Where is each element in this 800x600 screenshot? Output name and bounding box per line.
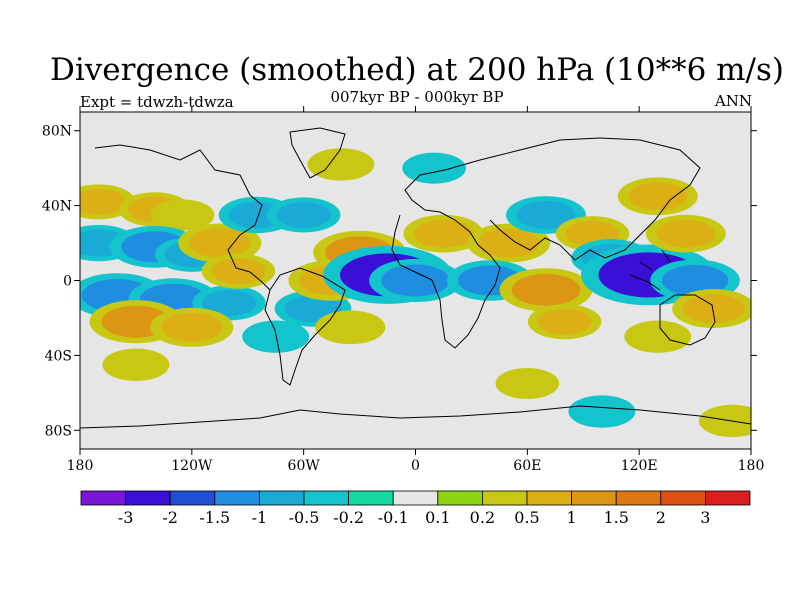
colorbar-label: -0.1 (378, 508, 409, 527)
divergence-contour (661, 265, 729, 296)
coastline-north-america (94, 144, 271, 291)
colorbar-swatch (660, 490, 706, 506)
divergence-contour (628, 182, 688, 211)
colorbar-label: 0.5 (514, 508, 539, 527)
divergence-contour (410, 156, 458, 180)
divergence-contour (211, 258, 266, 285)
coastline-australia (659, 294, 716, 346)
colorbar-swatch (392, 490, 439, 506)
colorbar-swatch (571, 490, 617, 506)
coastline-south-america (264, 267, 346, 386)
divergence-contour (381, 264, 450, 297)
colorbar-swatch (125, 490, 171, 506)
divergence-contour (161, 312, 223, 342)
y-tick-label: 40N (42, 199, 72, 215)
divergence-contour (682, 294, 745, 324)
coastline-greenland (289, 127, 346, 179)
colorbar-swatch (169, 490, 216, 506)
colorbar-swatch (258, 490, 305, 506)
divergence-contour (111, 352, 161, 377)
divergence-contour (503, 371, 551, 395)
colorbar-label: -0.5 (289, 508, 320, 527)
divergence-contour (477, 228, 540, 258)
divergence-contour (276, 201, 331, 228)
colorbar-swatch (80, 490, 126, 506)
y-tick-label: 0 (63, 274, 72, 290)
x-tick-label: 60W (288, 458, 321, 474)
colorbar-label: -3 (118, 508, 134, 527)
x-tick-label: 120W (171, 458, 213, 474)
y-tick-label: 40S (45, 348, 72, 364)
chart-title: Divergence (smoothed) at 200 hPa (10**6 … (50, 52, 784, 88)
divergence-contour (201, 289, 257, 316)
coastline-asia (444, 137, 701, 261)
colorbar-swatch (705, 490, 751, 506)
divergence-contour (633, 324, 683, 349)
divergence-contour (188, 228, 251, 258)
coastline-europe-africa (391, 169, 501, 349)
divergence-contour (413, 219, 474, 248)
colorbar-label: 2 (656, 508, 666, 527)
colorbar-label: -2 (162, 508, 178, 527)
colorbar-swatch (481, 490, 528, 506)
divergence-contour (577, 399, 627, 424)
divergence-contour (324, 314, 377, 340)
divergence-contour (80, 188, 126, 215)
coastline-antarctica (80, 405, 751, 429)
season-label: ANN (714, 92, 752, 110)
x-tick-label: 180 (738, 458, 765, 474)
x-tick-label: 120E (621, 458, 658, 474)
divergence-contour (250, 324, 301, 349)
colorbar-swatch (615, 490, 662, 506)
colorbar-label: 3 (700, 508, 710, 527)
divergence-contour (656, 219, 716, 248)
colorbar-swatch (348, 490, 394, 506)
experiment-label: Expt = tdwzh-tdwza (80, 93, 234, 111)
divergence-contour (316, 152, 366, 177)
divergence-contour (537, 308, 592, 335)
x-tick-label: 0 (411, 458, 420, 474)
coastline-maritime-islands (629, 249, 671, 291)
colorbar-swatch (303, 490, 349, 506)
divergence-contour (158, 203, 207, 227)
y-tick-label: 80N (42, 124, 72, 140)
colorbar-label: -0.2 (333, 508, 364, 527)
colorbar-label: 1.5 (603, 508, 628, 527)
chart-subtitle: 007kyr BP - 000kyr BP (330, 88, 504, 106)
colorbar-swatch (214, 490, 260, 506)
y-tick-label: 80S (45, 423, 72, 439)
colorbar-label: -1.5 (199, 508, 230, 527)
divergence-contour (511, 273, 581, 306)
x-tick-label: 60E (513, 458, 541, 474)
colorbar-swatch (526, 490, 572, 506)
colorbar-label: 0.2 (470, 508, 495, 527)
colorbar-label: 0.1 (425, 508, 450, 527)
colorbar-label: -1 (252, 508, 268, 527)
colorbar-swatch (437, 490, 483, 506)
x-tick-label: 180 (67, 458, 94, 474)
colorbar-label: 1 (567, 508, 577, 527)
divergence-contour (516, 200, 576, 229)
